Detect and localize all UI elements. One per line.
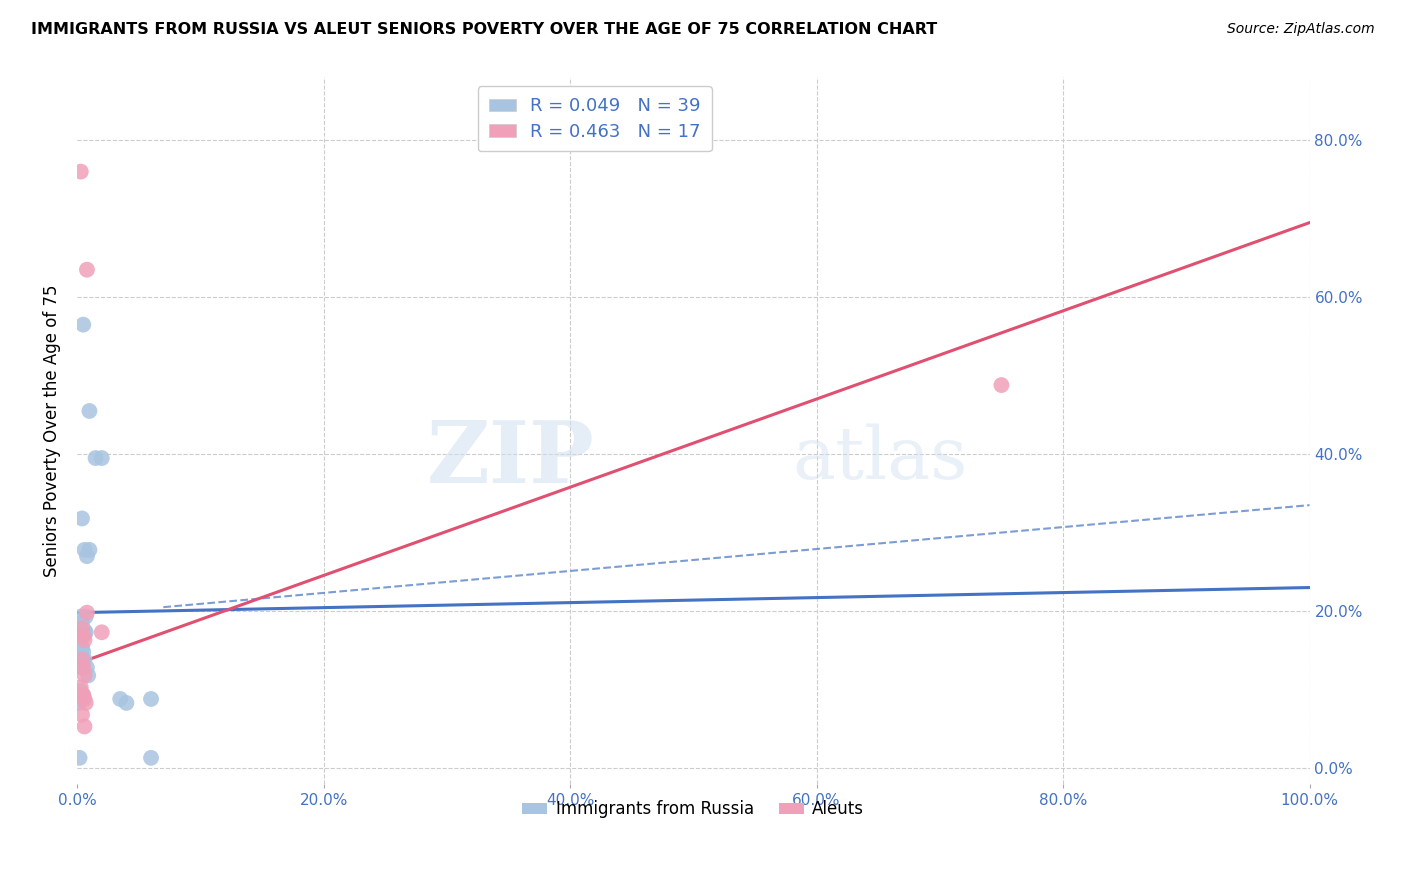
Point: [139, 692, 162, 706]
Text: Source: ZipAtlas.com: Source: ZipAtlas.com: [1227, 22, 1375, 37]
Point: [76, 606, 98, 620]
Point: [73, 719, 96, 733]
Point: [75, 625, 97, 640]
Point: [90, 451, 112, 466]
Point: [115, 696, 138, 710]
Legend: Immigrants from Russia, Aleuts: Immigrants from Russia, Aleuts: [516, 794, 870, 825]
Point: [70, 511, 93, 525]
Point: [72, 688, 94, 702]
Point: [69, 684, 91, 698]
Point: [76, 262, 98, 277]
Point: [76, 660, 98, 674]
Point: [69, 680, 91, 694]
Point: [70, 653, 93, 667]
Point: [70, 660, 93, 674]
Point: [73, 627, 96, 641]
Point: [72, 660, 94, 674]
Point: [73, 633, 96, 648]
Point: [139, 751, 162, 765]
Point: [70, 640, 93, 655]
Point: [73, 624, 96, 638]
Point: [69, 751, 91, 765]
Point: [70, 707, 93, 722]
Point: [90, 625, 112, 640]
Point: [69, 692, 91, 706]
Point: [990, 378, 1012, 392]
Point: [76, 549, 98, 563]
Point: [73, 692, 96, 706]
Text: IMMIGRANTS FROM RUSSIA VS ALEUT SENIORS POVERTY OVER THE AGE OF 75 CORRELATION C: IMMIGRANTS FROM RUSSIA VS ALEUT SENIORS …: [31, 22, 938, 37]
Point: [72, 688, 94, 702]
Point: [69, 609, 91, 624]
Point: [67, 696, 90, 710]
Point: [75, 609, 97, 624]
Point: [73, 542, 96, 557]
Point: [69, 657, 91, 671]
Point: [69, 633, 91, 648]
Point: [69, 648, 91, 663]
Point: [73, 653, 96, 667]
Point: [75, 696, 97, 710]
Point: [69, 648, 91, 663]
Point: [70, 653, 93, 667]
Point: [69, 692, 91, 706]
Point: [72, 624, 94, 638]
Text: ZIP: ZIP: [427, 417, 595, 500]
Point: [69, 625, 91, 640]
Point: [72, 318, 94, 332]
Point: [70, 621, 93, 635]
Text: atlas: atlas: [792, 424, 967, 494]
Point: [69, 164, 91, 178]
Point: [72, 660, 94, 674]
Point: [79, 542, 101, 557]
Point: [84, 451, 107, 466]
Point: [110, 692, 132, 706]
Point: [79, 404, 101, 418]
Y-axis label: Seniors Poverty Over the Age of 75: Seniors Poverty Over the Age of 75: [44, 285, 60, 577]
Point: [73, 668, 96, 682]
Point: [72, 629, 94, 643]
Point: [70, 640, 93, 655]
Point: [77, 668, 100, 682]
Point: [70, 615, 93, 630]
Point: [72, 645, 94, 659]
